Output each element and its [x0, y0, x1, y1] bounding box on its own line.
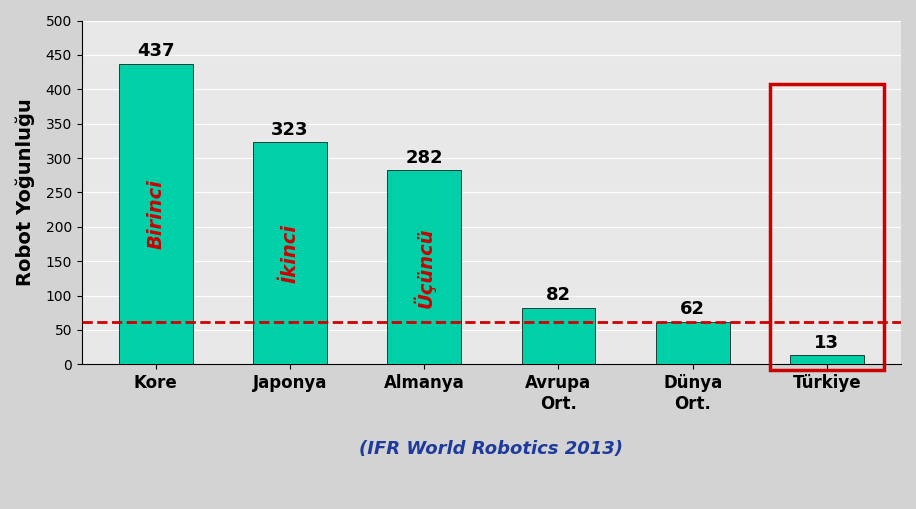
- Bar: [790, 355, 864, 364]
- Text: Birinci: Birinci: [147, 179, 166, 249]
- Text: 13: 13: [814, 334, 839, 352]
- Text: 82: 82: [546, 287, 571, 304]
- Y-axis label: Robot Yoğunluğu: Robot Yoğunluğu: [15, 99, 35, 286]
- Bar: [656, 322, 729, 364]
- Text: 282: 282: [406, 149, 443, 167]
- Bar: [119, 64, 192, 364]
- Text: 62: 62: [681, 300, 705, 318]
- Bar: [521, 308, 595, 364]
- Text: (IFR World Robotics 2013): (IFR World Robotics 2013): [359, 440, 624, 458]
- Text: İkinci: İkinci: [280, 224, 300, 282]
- Text: Üçüncü: Üçüncü: [413, 227, 435, 307]
- Text: 323: 323: [271, 121, 309, 139]
- Bar: [253, 142, 327, 364]
- Text: 437: 437: [137, 42, 175, 61]
- Bar: [387, 171, 461, 364]
